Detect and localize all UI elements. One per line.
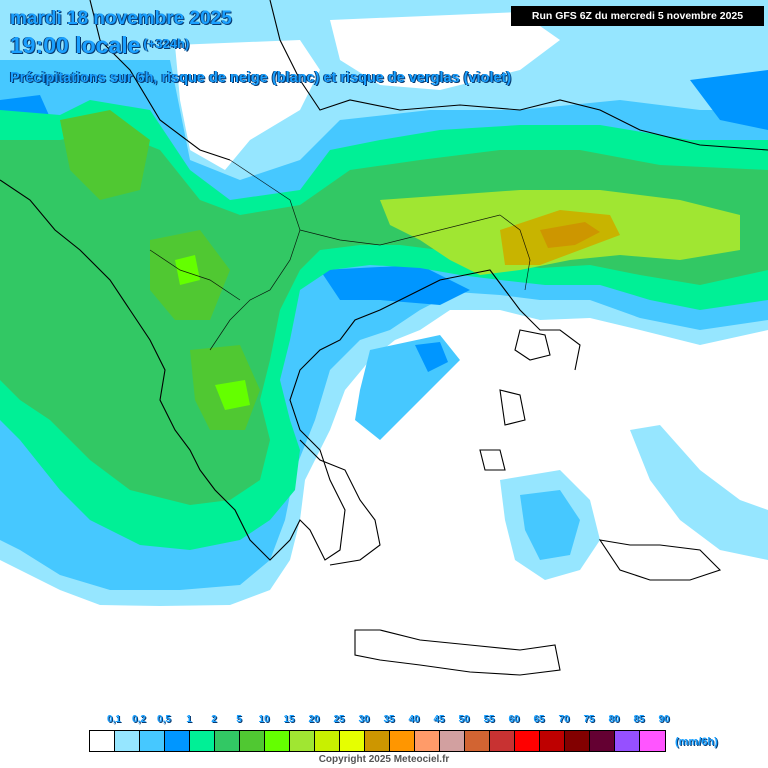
precip-field-brightgreen (175, 255, 200, 285)
legend-tick-label: 55 (483, 714, 495, 725)
legend-tick-label: 0,2 (132, 714, 146, 725)
legend-swatches (89, 730, 666, 752)
legend-swatch (440, 731, 465, 751)
legend-tick-label: 30 (358, 714, 370, 725)
legend-swatch (490, 731, 515, 751)
precipitation-map (0, 0, 768, 676)
legend-swatch (365, 731, 390, 751)
legend-swatch (165, 731, 190, 751)
legend-tick-label: 80 (608, 714, 620, 725)
legend-swatch (390, 731, 415, 751)
precip-field-dodecanese-blue (520, 490, 580, 560)
precip-field-deepblue-3 (690, 70, 768, 130)
precip-field-deepblue-2 (320, 265, 470, 305)
legend-swatch (540, 731, 565, 751)
legend-tick-label: 35 (383, 714, 395, 725)
legend-swatch (415, 731, 440, 751)
legend-swatch (190, 731, 215, 751)
legend-tick-label: 60 (508, 714, 520, 725)
legend-swatch (565, 731, 590, 751)
legend-swatch (215, 731, 240, 751)
legend-swatch (315, 731, 340, 751)
coastlines (0, 0, 768, 676)
legend-tick-label: 0,1 (107, 714, 121, 725)
legend-tick-label: 0,5 (157, 714, 171, 725)
legend-units: (mm/6h) (675, 736, 718, 748)
precip-field-east-blue (630, 425, 768, 560)
legend-swatch (515, 731, 540, 751)
legend-tick-label: 20 (308, 714, 320, 725)
legend-swatch (240, 731, 265, 751)
legend-swatch (465, 731, 490, 751)
precip-field-brightgreen-2 (215, 380, 250, 410)
legend-swatch (265, 731, 290, 751)
borders (149, 159, 531, 351)
legend-tick-label: 1 (186, 714, 192, 725)
snow-area-east (330, 12, 560, 90)
legend-tick-label: 70 (558, 714, 570, 725)
forecast-time: 19:00 locale (+324h) (10, 32, 189, 59)
run-info-badge: Run GFS 6Z du mercredi 5 novembre 2025 (511, 6, 764, 26)
legend-swatch (290, 731, 315, 751)
legend-tick-label: 10 (258, 714, 270, 725)
legend-tick-label: 45 (433, 714, 445, 725)
legend-tick-label: 90 (658, 714, 670, 725)
precip-field-orange (540, 222, 600, 248)
lead-time: (+324h) (143, 36, 190, 51)
legend-tick-label: 15 (283, 714, 295, 725)
legend-tick-label: 40 (408, 714, 420, 725)
legend-tick-label: 5 (236, 714, 242, 725)
legend-tick-label: 50 (458, 714, 470, 725)
legend-swatch (140, 731, 165, 751)
legend-swatch (590, 731, 615, 751)
map-subtitle: Précipitations sur 6h, risque de neige (… (10, 70, 512, 86)
legend-swatch (340, 731, 365, 751)
precip-legend: 0,1 0,2 0,5 1 2 5 10 15 20 25 30 35 40 45 50 55 60 65 70 75… (0, 700, 768, 768)
precip-field-aegean-deep (415, 342, 448, 372)
forecast-date: mardi 18 novembre 2025 (10, 8, 232, 29)
snow-area (175, 40, 320, 170)
legend-tick-label: 25 (333, 714, 345, 725)
copyright-text: Copyright 2025 Meteociel.fr (318, 754, 450, 765)
legend-swatch (115, 731, 140, 751)
precip-field-midgreen (60, 110, 150, 200)
forecast-time-label: 19:00 locale (10, 32, 141, 58)
legend-tick-label: 75 (583, 714, 595, 725)
legend-tick-label: 2 (211, 714, 217, 725)
legend-swatch (615, 731, 640, 751)
legend-tick-label: 65 (533, 714, 545, 725)
legend-swatch (640, 731, 665, 751)
legend-tick-label: 85 (633, 714, 645, 725)
legend-swatch (90, 731, 115, 751)
